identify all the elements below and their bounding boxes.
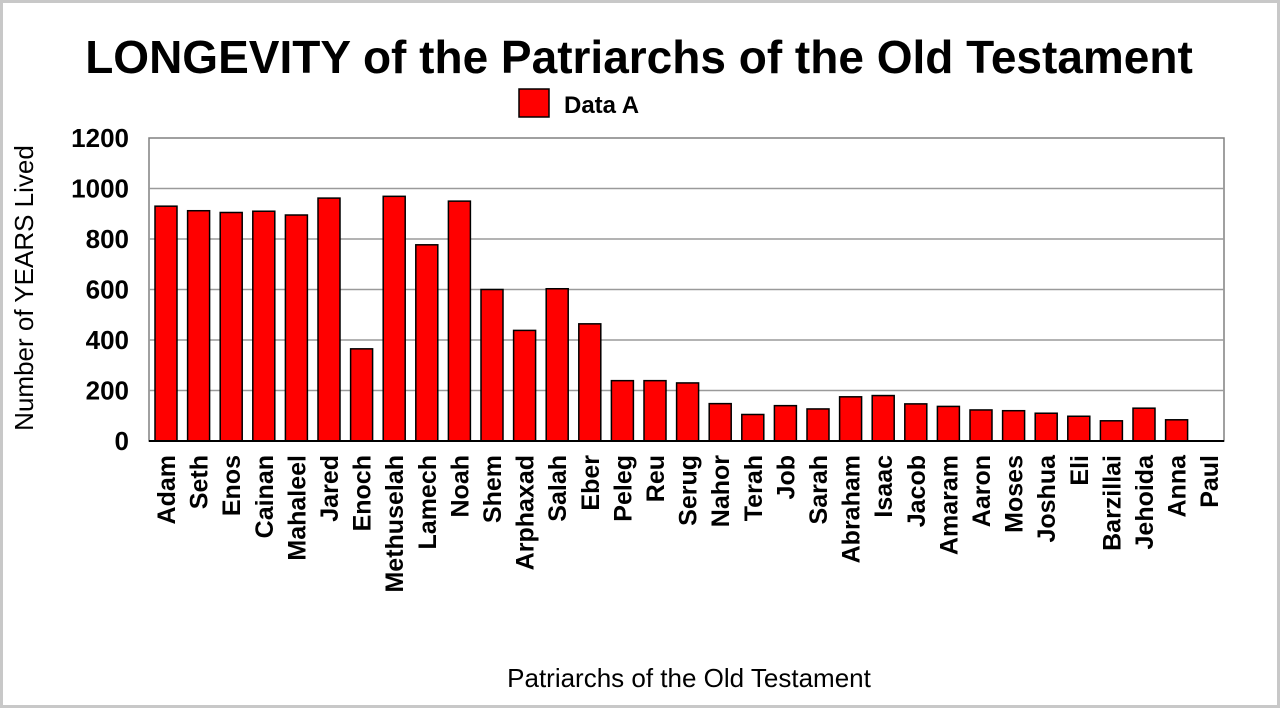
chart-title: LONGEVITY of the Patriarchs of the Old T… — [85, 31, 1193, 83]
x-category-label: Amaram — [935, 455, 963, 555]
y-tick-label: 200 — [86, 376, 129, 406]
bar-adam — [154, 205, 178, 442]
bar-enos — [219, 211, 243, 442]
bar-cainan — [252, 210, 276, 442]
x-axis-categories: Adam Seth Enos Cainan Mahaleel Jared Enoch Meth… — [153, 454, 1224, 593]
x-category-label: Terah — [740, 455, 768, 521]
x-category-label: Mahaleel — [283, 455, 311, 561]
x-category-label: Sarah — [805, 455, 833, 524]
legend-swatch — [518, 88, 550, 118]
x-category-label: Anna — [1164, 454, 1192, 518]
bar-job — [773, 404, 798, 442]
bar-amaram — [936, 405, 961, 442]
bar-serug — [675, 382, 700, 442]
bar-enoch — [349, 348, 374, 442]
y-axis-ticks: 0 200 400 600 800 1000 1200 — [71, 123, 129, 456]
x-category-label: Joshua — [1033, 454, 1061, 543]
x-category-label: Nahor — [707, 455, 735, 528]
x-category-label: Arphaxad — [512, 455, 540, 570]
bar-jacob — [904, 403, 928, 442]
x-category-label: Abraham — [838, 455, 866, 563]
bar-terah — [741, 413, 765, 442]
x-category-label: Jared — [316, 455, 344, 522]
x-category-label: Paul — [1196, 455, 1224, 508]
y-tick-label: 800 — [86, 224, 129, 254]
bars — [154, 195, 1189, 442]
bar-arphaxad — [512, 329, 537, 442]
bar-eber — [578, 323, 602, 442]
x-axis-title: Patriarchs of the Old Testament — [507, 663, 871, 693]
bar-salah — [545, 287, 569, 442]
bar-moses — [1001, 409, 1026, 442]
x-category-label: Seth — [186, 455, 214, 509]
bar-anna — [1164, 419, 1189, 442]
bar-sarah — [806, 408, 830, 442]
y-tick-label: 600 — [86, 275, 129, 305]
x-category-label: Job — [772, 455, 800, 499]
bar-methuselah — [382, 195, 406, 442]
x-category-label: Barzillai — [1098, 455, 1126, 551]
legend: Data A — [518, 88, 639, 119]
legend-label: Data A — [564, 92, 639, 119]
x-category-label: Cainan — [251, 455, 279, 538]
x-category-label: Enos — [218, 455, 246, 516]
bar-nahor — [708, 402, 732, 442]
bar-reu — [643, 379, 667, 442]
x-category-label: Lamech — [414, 455, 442, 549]
bar-joshua — [1034, 412, 1058, 442]
x-category-label: Serug — [675, 455, 703, 526]
y-axis-title: Number of YEARS Lived — [9, 145, 39, 431]
y-tick-label: 1200 — [71, 123, 129, 153]
y-tick-label: 0 — [115, 426, 129, 456]
x-category-label: Eber — [577, 455, 605, 511]
x-category-label: Adam — [153, 455, 181, 524]
y-tick-label: 400 — [86, 325, 129, 355]
x-category-label: Peleg — [609, 455, 637, 522]
x-category-label: Jacob — [903, 455, 931, 527]
bar-jehoida — [1132, 407, 1156, 442]
bar-mahaleel — [284, 214, 309, 442]
x-category-label: Jehoida — [1131, 454, 1159, 550]
x-category-label: Noah — [446, 455, 474, 518]
x-category-label: Eli — [1066, 455, 1094, 486]
bar-aaron — [969, 409, 993, 442]
x-category-label: Isaac — [870, 455, 898, 518]
bar-seth — [186, 209, 211, 442]
bar-noah — [447, 200, 472, 442]
bar-jared — [317, 197, 341, 442]
bar-abraham — [838, 396, 863, 442]
bar-shem — [480, 288, 504, 442]
bar-chart: LONGEVITY of the Patriarchs of the Old T… — [9, 31, 1225, 693]
bar-eli — [1067, 415, 1091, 442]
x-category-label: Enoch — [349, 455, 377, 531]
bar-lamech — [415, 244, 439, 442]
x-category-label: Moses — [1001, 455, 1029, 533]
x-category-label: Salah — [544, 455, 572, 522]
x-category-label: Aaron — [968, 455, 996, 527]
y-tick-label: 1000 — [71, 174, 129, 204]
x-category-label: Methuselah — [381, 455, 409, 593]
bar-barzillai — [1099, 420, 1124, 442]
x-category-label: Reu — [642, 455, 670, 502]
x-category-label: Shem — [479, 455, 507, 523]
bar-peleg — [610, 379, 635, 442]
bar-isaac — [871, 394, 895, 442]
